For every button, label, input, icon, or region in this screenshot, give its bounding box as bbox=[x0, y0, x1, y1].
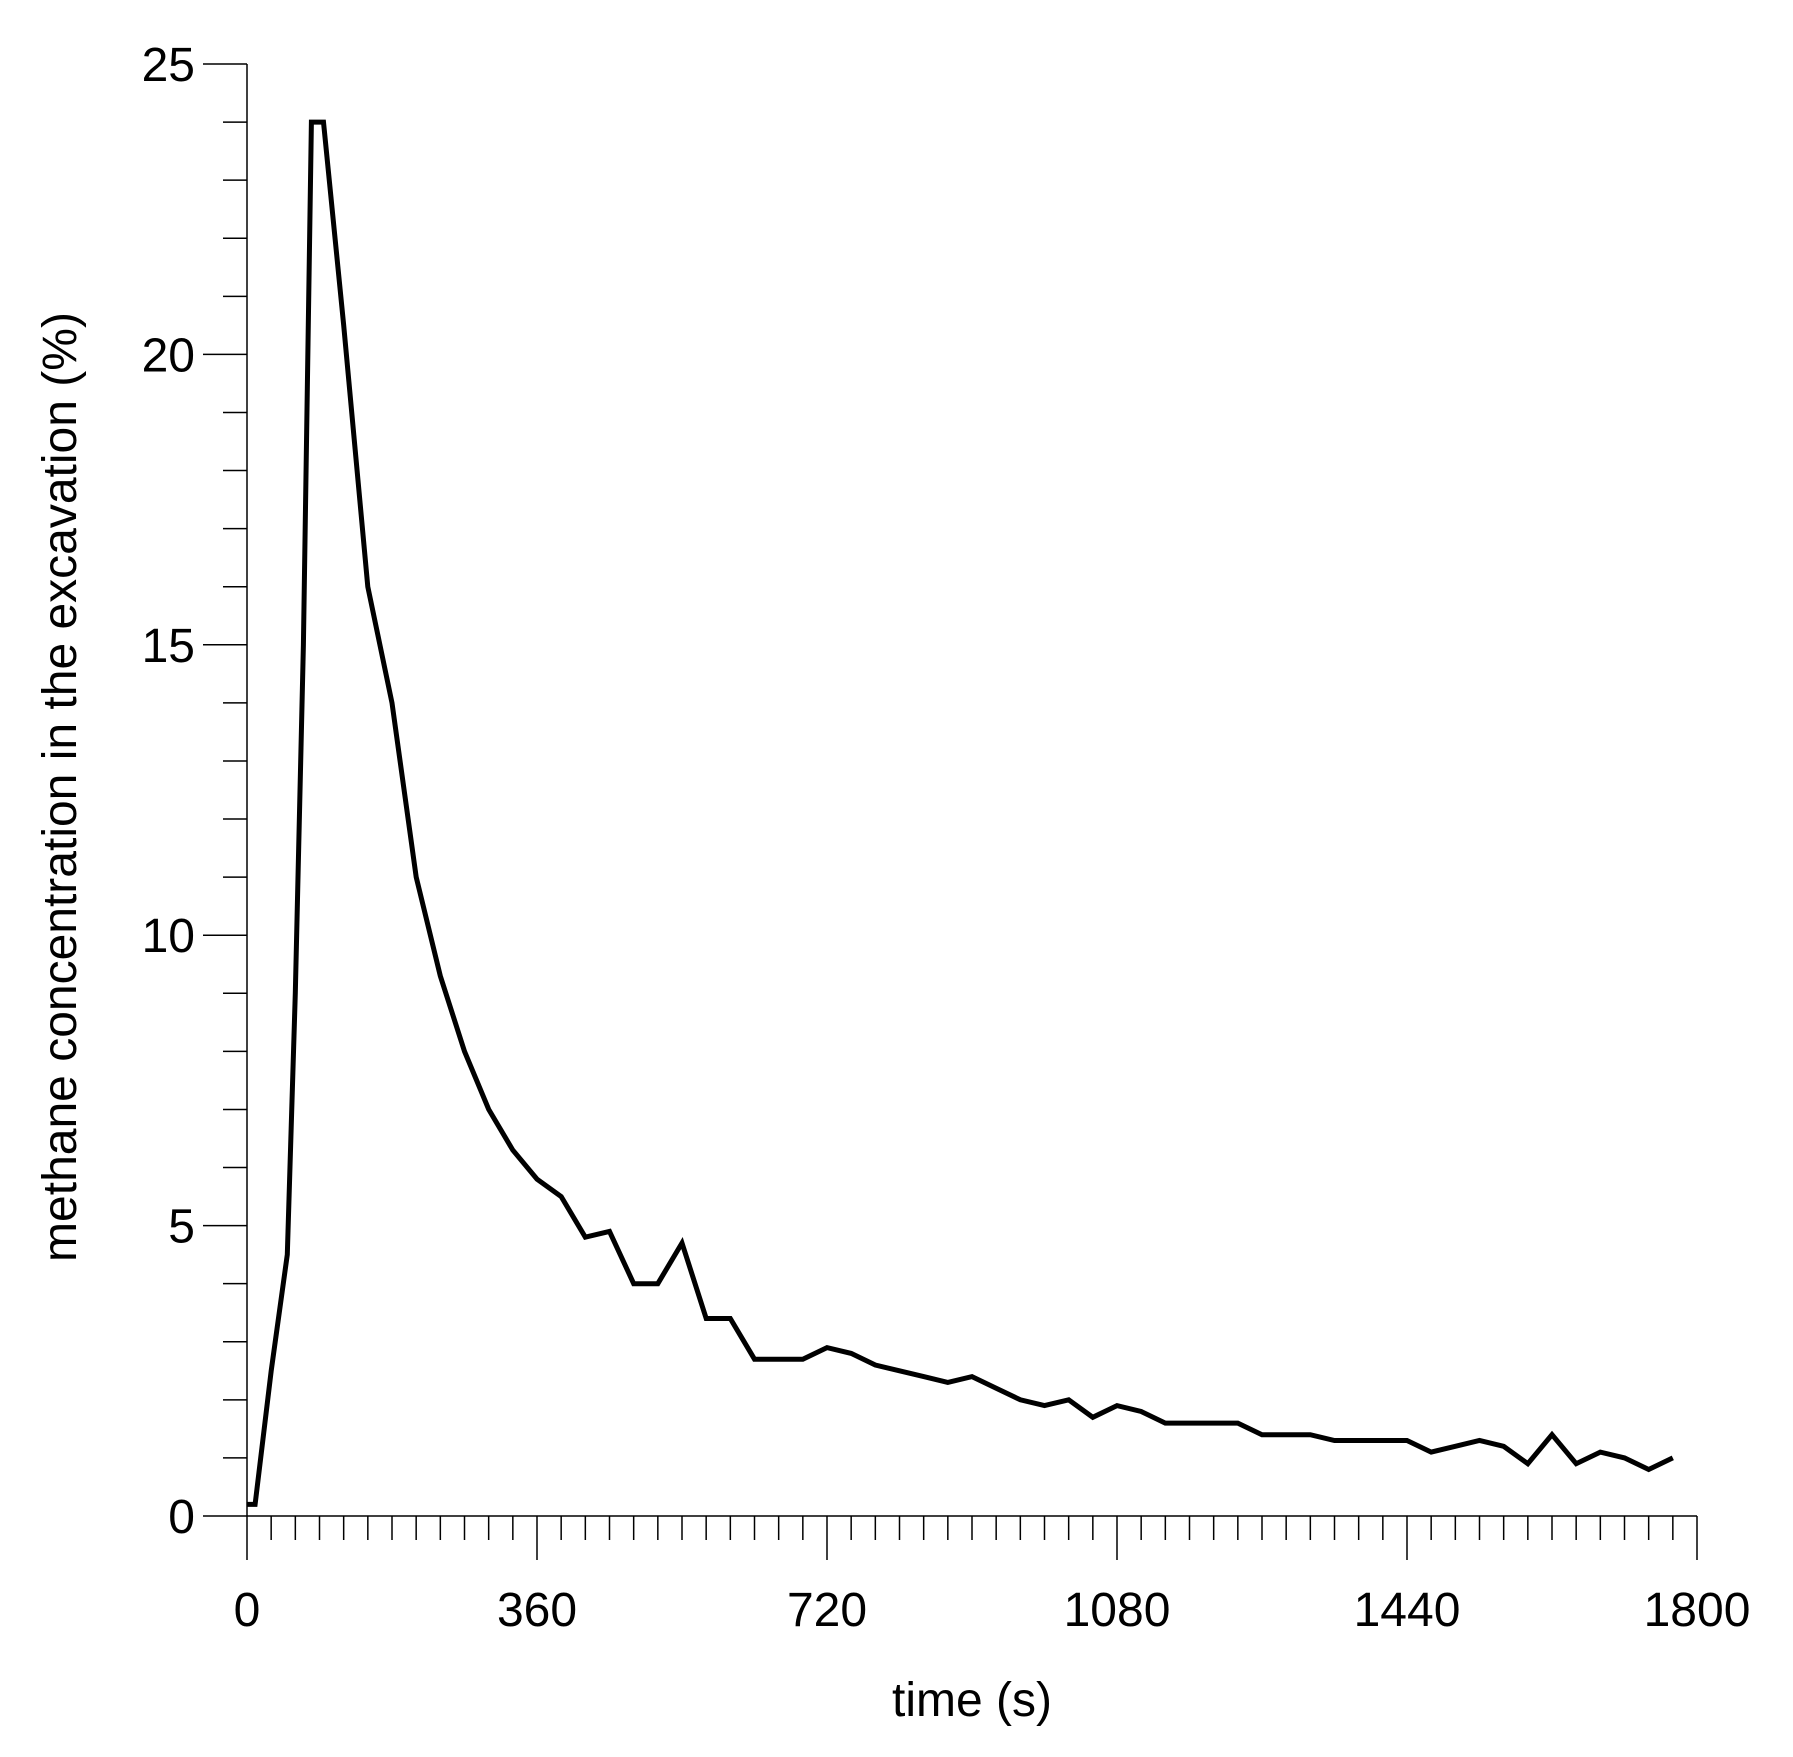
series-line bbox=[247, 119, 1674, 1507]
x-tick-label: 720 bbox=[787, 1584, 867, 1637]
y-tick-label: 0 bbox=[168, 1491, 195, 1544]
x-tick-label: 1080 bbox=[1064, 1584, 1171, 1637]
x-axis-title: time (s) bbox=[892, 1674, 1052, 1727]
y-tick-label: 15 bbox=[142, 620, 195, 673]
axes: 0 5 10 15 20 25 0 360 720 1080 1440 1800 bbox=[142, 39, 1751, 1637]
x-tick-label: 1440 bbox=[1354, 1584, 1461, 1637]
y-axis-title: methane concentration in the excavation … bbox=[34, 312, 87, 1262]
y-tick-label: 5 bbox=[168, 1201, 195, 1254]
y-tick-label: 20 bbox=[142, 329, 195, 382]
x-tick-label: 1800 bbox=[1644, 1584, 1751, 1637]
plot-area bbox=[247, 119, 1674, 1507]
y-tick-label: 10 bbox=[142, 910, 195, 963]
x-tick-label: 0 bbox=[234, 1584, 261, 1637]
x-tick-label: 360 bbox=[497, 1584, 577, 1637]
y-tick-label: 25 bbox=[142, 39, 195, 92]
